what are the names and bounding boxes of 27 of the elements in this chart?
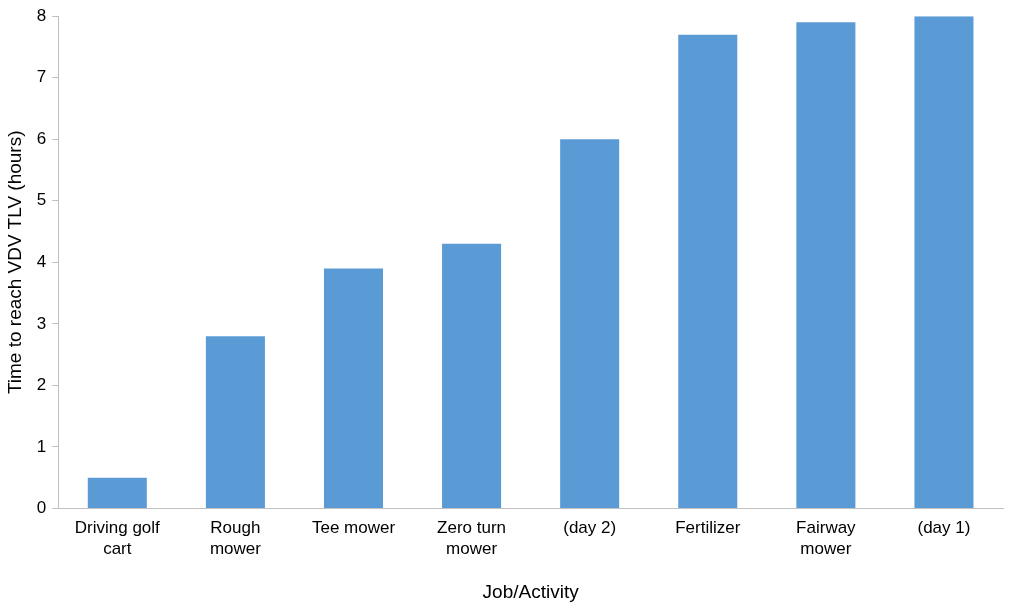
x-tick-label: Tee mower <box>311 518 396 538</box>
y-tick-label: 4 <box>36 251 47 271</box>
y-tick-label: 2 <box>36 375 47 395</box>
bar <box>323 268 384 508</box>
bar <box>442 243 502 508</box>
y-tick-label: 5 <box>36 190 47 210</box>
x-axis-title: Job/Activity <box>482 580 580 602</box>
x-tick-label: Fertilizer <box>675 518 741 538</box>
bar <box>678 34 738 508</box>
bar <box>560 139 620 508</box>
y-tick-label: 7 <box>36 67 47 87</box>
y-axis-title: Time to reach VDV TLV (hours) <box>3 130 25 395</box>
x-tick-label: (day 1) <box>917 518 971 538</box>
bar <box>796 22 856 508</box>
x-tick-label: Zero turn mower <box>437 518 507 558</box>
bar <box>87 477 147 508</box>
x-tick-label: Fairway mower <box>796 518 857 558</box>
y-tick-label: 1 <box>36 436 47 456</box>
bar <box>205 336 265 508</box>
y-tick-label: 6 <box>36 128 47 148</box>
y-tick-label: 0 <box>36 498 47 518</box>
y-tick-label: 8 <box>36 5 47 25</box>
y-tick-label: 3 <box>36 313 47 333</box>
x-tick-label: Driving golf cart <box>74 518 161 558</box>
bar <box>914 16 974 508</box>
x-tick-label: (day 2) <box>563 518 617 538</box>
x-tick-label: Rough mower <box>209 518 262 558</box>
